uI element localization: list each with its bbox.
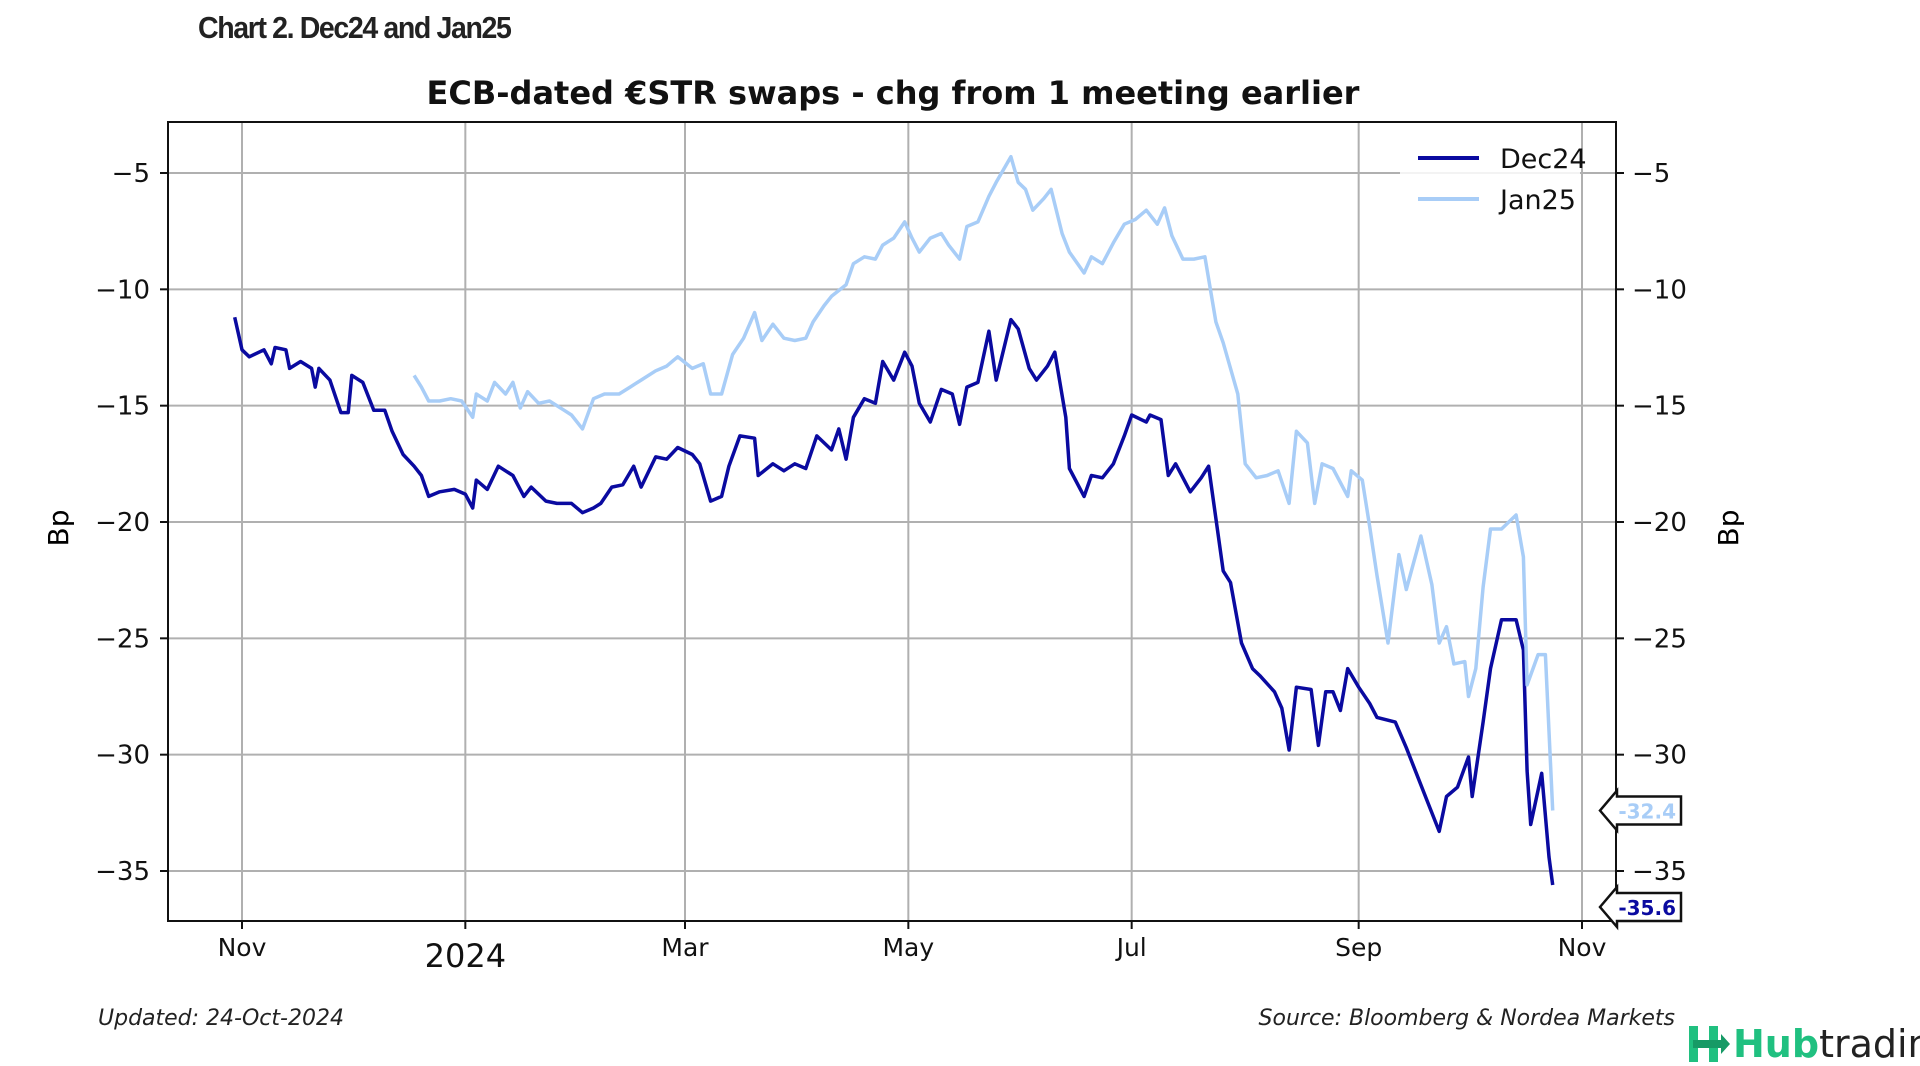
y-tick-label-right: −5 [1632,159,1670,189]
y-tick-label-right: −15 [1632,392,1687,422]
y-tick-label-right: −20 [1632,508,1687,538]
y-tick-label-left: −5 [112,159,150,189]
y-tick-label-right: −35 [1632,857,1687,887]
chart-title: ECB-dated €STR swaps - chg from 1 meetin… [427,74,1360,112]
y-tick-label-left: −15 [95,392,150,422]
y-tick-label-left: −35 [95,857,150,887]
figure-heading: Chart 2. Dec24 and Jan25 [198,10,512,45]
x-tick-label: Nov [1558,933,1607,962]
y-tick-label-left: −25 [95,624,150,654]
logo-text-trading: trading [1819,1022,1920,1066]
y-tick-label-left: −10 [95,275,150,305]
x-tick-label: Mar [661,933,709,962]
y-axis-label-left: Bp [42,510,75,547]
series-line-dec24 [232,316,1555,886]
legend-label-dec24: Dec24 [1500,144,1587,175]
y-tick-label-right: −30 [1632,741,1687,771]
y-tick-label-right: −25 [1632,624,1687,654]
y-tick-label-left: −20 [95,508,150,538]
y-tick-label-right: −10 [1632,275,1687,305]
series-line-jan25 [412,154,1555,811]
hubtrading-logo: Hubtrading [1687,1022,1920,1066]
x-tick-label: May [882,933,934,962]
last-value-label: -35.6 [1618,896,1676,920]
x-tick-label: 2024 [425,937,506,975]
legend: Dec24 Jan25 [1400,136,1587,224]
logo-mark-icon [1689,1026,1730,1062]
updated-note: Updated: 24-Oct-2024 [98,1006,344,1031]
arrow-shape [1598,883,1683,931]
legend-label-jan25: Jan25 [1498,185,1576,216]
x-tick-label: Sep [1335,933,1382,962]
last-value-arrow-dec24: -35.6 [1598,883,1683,931]
last-value-label: -32.4 [1618,800,1676,824]
y-tick-label-left: −30 [95,741,150,771]
logo-text-hub: Hub [1733,1022,1820,1066]
x-tick-label: Jul [1115,933,1147,962]
last-value-arrow-jan25: -32.4 [1598,787,1683,834]
source-note: Source: Bloomberg & Nordea Markets [1258,1006,1675,1031]
arrow-shape [1598,787,1683,834]
y-axis-label-right: Bp [1712,510,1745,547]
x-tick-label: Nov [218,933,267,962]
